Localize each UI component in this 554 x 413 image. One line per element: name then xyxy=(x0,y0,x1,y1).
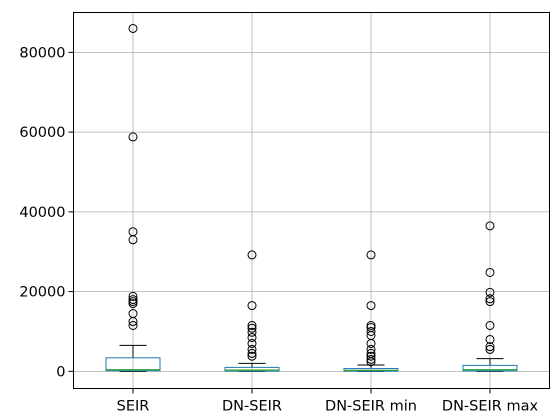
outlier-point xyxy=(366,348,376,358)
outlier-point xyxy=(485,267,495,277)
outlier-point xyxy=(128,291,138,301)
iqr-box xyxy=(224,366,280,372)
box-dn-seir-min xyxy=(343,250,399,372)
axes: 0 20000 40000 60000 80000 SEIR DN-SEIR DN-SEIR … xyxy=(19,45,538,413)
outlier-point xyxy=(247,327,257,337)
outlier-point xyxy=(247,348,257,358)
outlier-point xyxy=(485,294,495,304)
outlier-point xyxy=(247,351,257,361)
y-tick-label: 40000 xyxy=(19,205,65,221)
outlier-point xyxy=(247,323,257,333)
outlier-point xyxy=(485,321,495,331)
outlier-point xyxy=(128,23,138,33)
outlier-point xyxy=(366,344,376,354)
outlier-point xyxy=(128,295,138,305)
x-tick-label: DN-SEIR min xyxy=(325,399,417,413)
outlier-point xyxy=(366,301,376,311)
outlier-point xyxy=(485,287,495,297)
outlier-point xyxy=(366,250,376,260)
outlier-point xyxy=(128,132,138,142)
box-plot-series xyxy=(105,23,518,372)
outlier-point xyxy=(128,321,138,331)
outlier-point xyxy=(366,354,376,364)
iqr-box xyxy=(105,357,161,372)
outlier-point xyxy=(247,332,257,342)
y-tick-label: 60000 xyxy=(19,125,65,141)
grid-lines xyxy=(73,12,550,389)
x-tick-label: DN-SEIR xyxy=(222,399,282,413)
x-tick-label: SEIR xyxy=(117,399,150,413)
plot-area-frame xyxy=(73,12,550,389)
y-tick-label: 0 xyxy=(56,364,65,380)
outlier-point xyxy=(247,301,257,311)
box-dn-seir xyxy=(224,250,280,372)
outlier-point xyxy=(366,326,376,336)
outlier-point xyxy=(128,227,138,237)
iqr-box xyxy=(462,364,518,372)
outlier-point xyxy=(366,351,376,361)
outlier-point xyxy=(247,338,257,348)
x-tick-label: DN-SEIR max xyxy=(442,399,539,413)
outlier-point xyxy=(485,334,495,344)
outlier-point xyxy=(247,321,257,331)
outlier-point xyxy=(247,344,257,354)
box-seir xyxy=(105,23,161,372)
box-dn-seir-max xyxy=(462,221,518,372)
y-tick-label: 20000 xyxy=(19,285,65,301)
outlier-point xyxy=(485,297,495,307)
outlier-point xyxy=(485,342,495,352)
outlier-point xyxy=(128,309,138,319)
outlier-point xyxy=(366,321,376,331)
y-tick-label: 80000 xyxy=(19,45,65,61)
outlier-point xyxy=(485,344,495,354)
outlier-point xyxy=(247,250,257,260)
outlier-point xyxy=(485,221,495,231)
